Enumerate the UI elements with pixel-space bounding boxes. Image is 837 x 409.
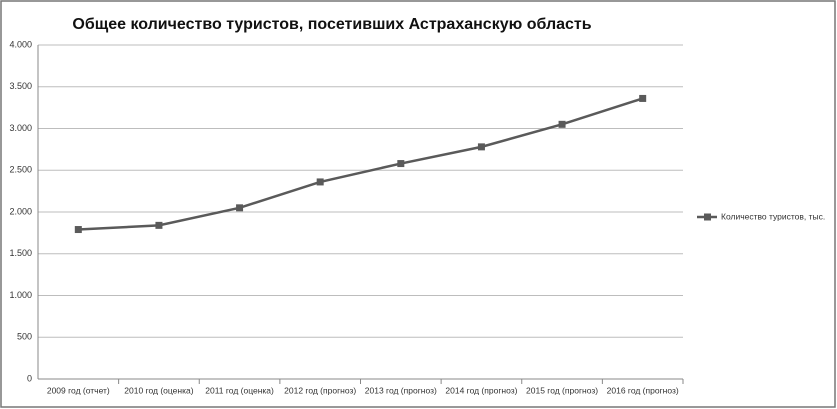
legend-label: Количество туристов, тыс. <box>721 211 825 221</box>
x-tick-label: 2010 год (оценка) <box>124 385 193 395</box>
point-marker <box>316 178 324 186</box>
y-tick-label: 1.000 <box>9 290 32 300</box>
legend-marker <box>704 213 711 221</box>
x-tick-label: 2011 год (оценка) <box>205 385 274 395</box>
y-tick-label: 4.000 <box>9 39 32 49</box>
point-marker <box>397 160 405 168</box>
y-tick-label: 3.000 <box>9 123 32 133</box>
point-marker <box>558 120 566 128</box>
y-tick-label: 2.500 <box>9 165 32 175</box>
point-marker <box>477 143 485 151</box>
point-marker <box>74 226 82 234</box>
x-tick-label: 2013 год (прогноз) <box>365 385 437 395</box>
series-line <box>78 97 644 231</box>
y-tick-label: 2.000 <box>9 206 32 216</box>
point-marker <box>639 94 647 102</box>
chart-title: Общее количество туристов, посетивших Ас… <box>72 16 591 33</box>
x-tick-label: 2016 год (прогноз) <box>607 385 679 395</box>
point-marker <box>155 221 163 229</box>
y-tick-label: 1.500 <box>9 248 32 258</box>
x-tick-label: 2015 год (прогноз) <box>526 385 598 395</box>
x-tick-label: 2012 год (прогноз) <box>284 385 356 395</box>
y-tick-label: 500 <box>17 332 32 342</box>
point-marker <box>236 204 244 212</box>
x-tick-label: 2009 год (отчет) <box>47 385 110 395</box>
y-tick-label: 3.500 <box>9 81 32 91</box>
y-tick-label: 0 <box>27 373 32 383</box>
x-tick-label: 2014 год (прогноз) <box>445 385 517 395</box>
